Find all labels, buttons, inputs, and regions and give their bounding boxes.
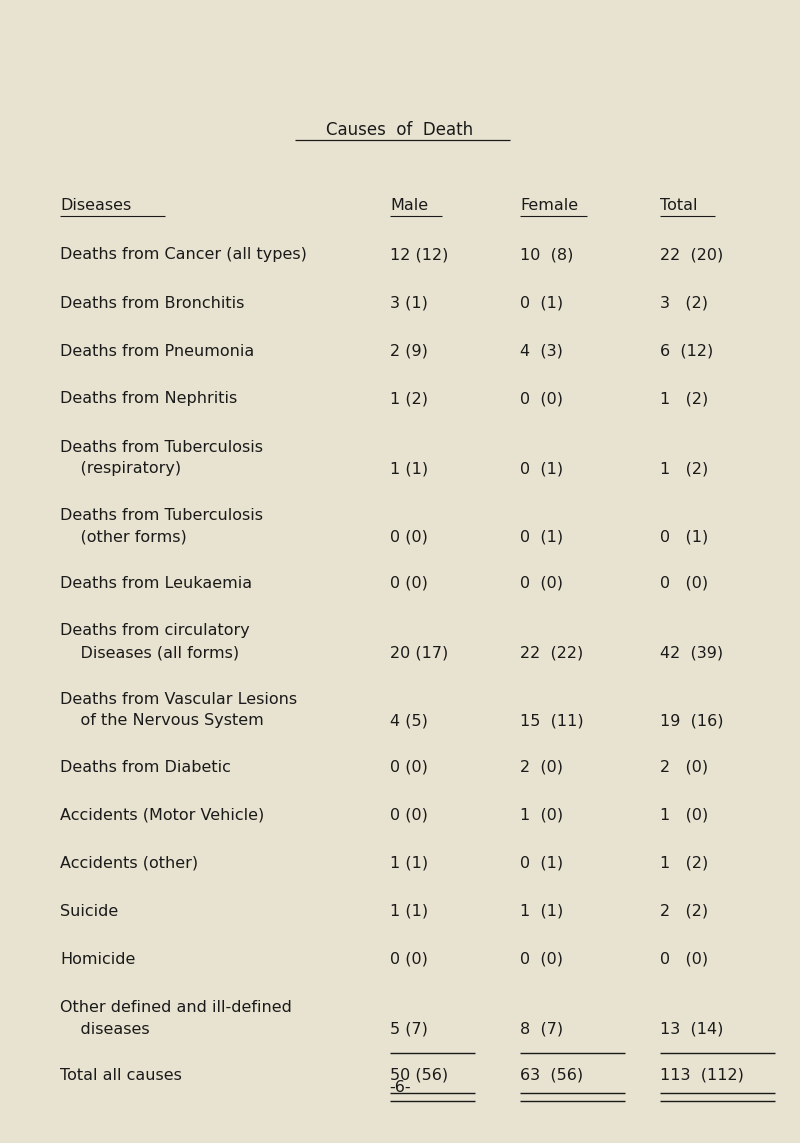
Text: 19  (16): 19 (16) (660, 713, 723, 728)
Text: 0 (0): 0 (0) (390, 951, 428, 967)
Text: 5 (7): 5 (7) (390, 1022, 428, 1037)
Text: 22  (20): 22 (20) (660, 248, 723, 263)
Text: 13  (14): 13 (14) (660, 1022, 723, 1037)
Text: 42  (39): 42 (39) (660, 646, 723, 661)
Text: 1   (2): 1 (2) (660, 855, 708, 871)
Text: 2   (2): 2 (2) (660, 903, 708, 919)
Text: Suicide: Suicide (60, 903, 118, 919)
Text: Homicide: Homicide (60, 951, 135, 967)
Text: 2  (0): 2 (0) (520, 759, 563, 775)
Text: Deaths from Bronchitis: Deaths from Bronchitis (60, 296, 244, 311)
Text: 113  (112): 113 (112) (660, 1068, 744, 1082)
Text: 1 (1): 1 (1) (390, 903, 428, 919)
Text: Deaths from circulatory: Deaths from circulatory (60, 623, 250, 639)
Text: Deaths from Leukaemia: Deaths from Leukaemia (60, 575, 252, 591)
Text: -6-: -6- (389, 1080, 411, 1095)
Text: 1   (2): 1 (2) (660, 462, 708, 477)
Text: 3   (2): 3 (2) (660, 296, 708, 311)
Text: Diseases (all forms): Diseases (all forms) (60, 646, 239, 661)
Text: 0  (0): 0 (0) (520, 951, 563, 967)
Text: 1 (1): 1 (1) (390, 855, 428, 871)
Text: 2   (0): 2 (0) (660, 759, 708, 775)
Text: 22  (22): 22 (22) (520, 646, 583, 661)
Text: 0   (0): 0 (0) (660, 951, 708, 967)
Text: Deaths from Tuberculosis: Deaths from Tuberculosis (60, 507, 263, 522)
Text: Deaths from Pneumonia: Deaths from Pneumonia (60, 344, 254, 359)
Text: Male: Male (390, 198, 428, 213)
Text: 50 (56): 50 (56) (390, 1068, 448, 1082)
Text: Deaths from Diabetic: Deaths from Diabetic (60, 759, 231, 775)
Text: 0  (1): 0 (1) (520, 855, 563, 871)
Text: 1  (0): 1 (0) (520, 807, 563, 823)
Text: of the Nervous System: of the Nervous System (60, 713, 264, 728)
Text: 4 (5): 4 (5) (390, 713, 428, 728)
Text: 0   (1): 0 (1) (660, 529, 708, 544)
Text: 1 (1): 1 (1) (390, 462, 428, 477)
Text: Total all causes: Total all causes (60, 1068, 182, 1082)
Text: 12 (12): 12 (12) (390, 248, 448, 263)
Text: Deaths from Cancer (all types): Deaths from Cancer (all types) (60, 248, 307, 263)
Text: 15  (11): 15 (11) (520, 713, 584, 728)
Text: 20 (17): 20 (17) (390, 646, 448, 661)
Text: Causes  of  Death: Causes of Death (326, 121, 474, 139)
Text: Female: Female (520, 198, 578, 213)
Text: 0 (0): 0 (0) (390, 807, 428, 823)
Text: 10  (8): 10 (8) (520, 248, 574, 263)
Text: Total: Total (660, 198, 698, 213)
Text: Diseases: Diseases (60, 198, 131, 213)
Text: 2 (9): 2 (9) (390, 344, 428, 359)
Text: Accidents (Motor Vehicle): Accidents (Motor Vehicle) (60, 807, 264, 823)
Text: diseases: diseases (60, 1022, 150, 1037)
Text: 1 (2): 1 (2) (390, 392, 428, 407)
Text: Deaths from Vascular Lesions: Deaths from Vascular Lesions (60, 692, 297, 706)
Text: Deaths from Nephritis: Deaths from Nephritis (60, 392, 238, 407)
Text: 0  (1): 0 (1) (520, 529, 563, 544)
Text: 1   (2): 1 (2) (660, 392, 708, 407)
Text: 1   (0): 1 (0) (660, 807, 708, 823)
Text: 0  (0): 0 (0) (520, 575, 563, 591)
Text: 63  (56): 63 (56) (520, 1068, 583, 1082)
Text: 0  (1): 0 (1) (520, 462, 563, 477)
Text: 0  (0): 0 (0) (520, 392, 563, 407)
Text: Deaths from Tuberculosis: Deaths from Tuberculosis (60, 440, 263, 455)
Text: 0  (1): 0 (1) (520, 296, 563, 311)
Text: (respiratory): (respiratory) (60, 462, 181, 477)
Text: Other defined and ill-defined: Other defined and ill-defined (60, 999, 292, 1015)
Text: 0 (0): 0 (0) (390, 575, 428, 591)
Text: 8  (7): 8 (7) (520, 1022, 563, 1037)
Text: 6  (12): 6 (12) (660, 344, 714, 359)
Text: (other forms): (other forms) (60, 529, 186, 544)
Text: 0   (0): 0 (0) (660, 575, 708, 591)
Text: 3 (1): 3 (1) (390, 296, 428, 311)
Text: 0 (0): 0 (0) (390, 759, 428, 775)
Text: 0 (0): 0 (0) (390, 529, 428, 544)
Text: 4  (3): 4 (3) (520, 344, 563, 359)
Text: 1  (1): 1 (1) (520, 903, 563, 919)
Text: Accidents (other): Accidents (other) (60, 855, 198, 871)
